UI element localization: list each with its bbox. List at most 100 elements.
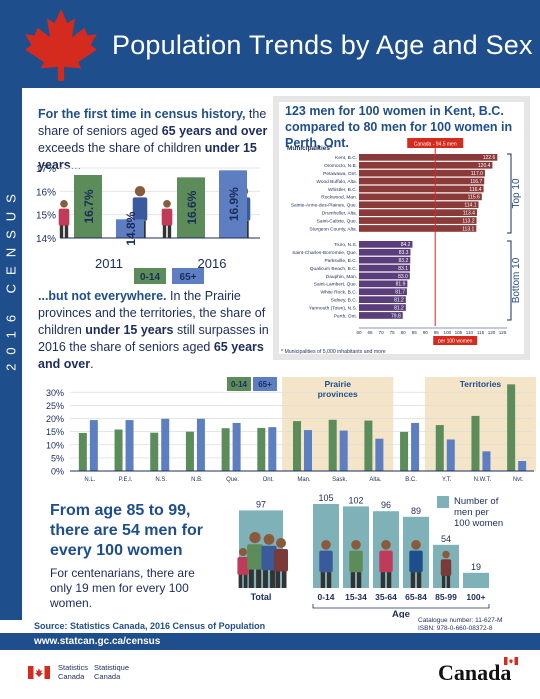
chart3-legend-swatch — [227, 377, 251, 391]
chart3-category-label: N.S. — [155, 477, 167, 483]
chart3-category-label: Man. — [297, 477, 311, 483]
chart3-bar-65+ — [518, 461, 527, 471]
chart2-value-label: 83.0 — [398, 274, 408, 280]
chart2-axis-tick: 85 — [412, 330, 418, 335]
chart2-value-label: 116.4 — [469, 187, 481, 193]
chart1-senior-figure-body — [132, 197, 148, 221]
section1-text-b: exceeds the share of children — [38, 141, 205, 155]
chart3-category-label: P.E.I. — [119, 477, 133, 483]
chart3-bar-65+ — [482, 451, 491, 471]
chart4-figure-body — [349, 550, 363, 573]
chart3-y-tick: 10% — [46, 440, 64, 450]
chart2-axis-tick: 120 — [488, 330, 496, 335]
chart3-category-label: Sask. — [332, 477, 347, 483]
chart1-child-figure-leg-right — [64, 225, 69, 238]
chart1-child-figure-body — [58, 208, 70, 226]
chart3-bar-0-14 — [328, 419, 337, 471]
chart2-bar — [359, 288, 407, 296]
url-bar — [0, 633, 540, 650]
chart2-bar — [359, 272, 410, 280]
chart4-total-figure-2 — [247, 532, 263, 588]
chart1-child-figure-head — [60, 200, 68, 208]
census-link[interactable]: www.statcan.gc.ca/census — [34, 636, 161, 647]
chart2-axis-tick: 105 — [455, 330, 463, 335]
chart4-figure — [379, 540, 393, 588]
chart2-value-label: 81.2 — [394, 305, 404, 311]
men-per-women-title: From age 85 to 99, there are 54 men for … — [50, 502, 203, 559]
chart2-axis-tick: 115 — [477, 330, 485, 335]
chart2-value-label: 113.2 — [462, 218, 474, 224]
chart2-group-bracket — [507, 240, 512, 321]
chart2-bar — [359, 225, 477, 232]
chart3-bar-0-14 — [507, 384, 516, 471]
statcan-fr-1: Statistique — [94, 663, 130, 672]
chart4-figure-head — [442, 550, 450, 559]
chart4-value-label: 19 — [471, 562, 481, 572]
chart3-bar-0-14 — [435, 425, 444, 471]
section2-bold-65: 65 years and over — [38, 340, 264, 371]
section1-text-a: the share of seniors aged — [38, 107, 267, 138]
chart2-value-label: 81.2 — [394, 298, 404, 304]
chart2-category-label: Parksville, B.C. — [324, 258, 357, 264]
chart1-legend-swatch — [172, 268, 204, 284]
chart4-figure-body — [319, 550, 333, 573]
chart4-total-figure-3-body — [261, 545, 277, 571]
chart1-y-tick: 17% — [36, 164, 56, 175]
chart4-legend-swatch — [437, 496, 449, 508]
chart2-value-label: 83.1 — [398, 266, 408, 272]
chart2-value-label: 81.9 — [396, 282, 406, 288]
chart3-highlight-label: Prairie — [324, 379, 351, 389]
chart1-bar-0-14 — [177, 177, 205, 238]
chart3-bar-65+ — [268, 427, 277, 471]
chart1-legend-swatch — [134, 268, 166, 284]
chart3-legend-label: 0-14 — [231, 380, 248, 389]
chart2-category-label: Sturgeon County, Alta. — [309, 226, 357, 232]
chart2-category-label: Dauphin, Man. — [326, 274, 357, 280]
chart4-figure-leg-right — [386, 572, 392, 588]
chart2-category-label: White Rock, B.C. — [320, 290, 357, 296]
chart2-category-label: Whistler, B.C. — [328, 187, 357, 193]
section2-text-c: . — [90, 357, 94, 371]
chart2-value-label: 114.1 — [464, 203, 476, 209]
chart4-total-figure-2-body — [247, 544, 263, 570]
chart2-value-label: 116.7 — [470, 179, 482, 185]
chart2-bar — [359, 296, 406, 303]
chart1-child-figure-leg-right — [167, 225, 172, 238]
chart3-y-tick: 20% — [46, 414, 64, 424]
chart4-bar — [463, 572, 489, 588]
chart3-bar-65+ — [232, 422, 241, 471]
chart1-y-tick: 16% — [36, 187, 56, 198]
chart2-value-label: 84.2 — [401, 242, 411, 248]
chart4-total-figure-4-leg-right — [282, 571, 287, 588]
chart2-axis-tick: 60 — [356, 330, 362, 335]
chart4-total-value: 97 — [256, 499, 266, 509]
chart2-value-label: 113.1 — [462, 226, 474, 232]
chart2-value-label: 122.6 — [483, 155, 496, 161]
chart2-axis-tick: 125 — [499, 330, 507, 335]
chart2-axis-tick: 65 — [367, 330, 373, 335]
chart2-bar — [359, 185, 484, 193]
chart3-category-label: Que. — [226, 477, 239, 483]
canada-wordmark: Canada — [438, 660, 512, 685]
chart1-child-figure-leg-left — [59, 225, 64, 238]
chart2-value-label: 79.8 — [391, 313, 401, 319]
chart2-bar — [359, 217, 477, 224]
chart3-category-label: Alta. — [369, 477, 381, 483]
statcan-en: Statistics Canada — [58, 663, 88, 681]
page-title: Population Trends by Age and Sex — [112, 30, 533, 60]
chart3-category-label: Nvt. — [513, 477, 524, 483]
chart4-total-figure-2-head — [249, 532, 261, 544]
chart2-category-label: Kent, B.C. — [335, 155, 357, 161]
age-share-chart: 14% 15% 16% 17% 16.7% 14.8%2011 16.6% 16.9% 2016… — [36, 164, 260, 284]
chart4-figure-head — [351, 540, 361, 550]
chart4-figure-head — [411, 540, 421, 550]
chart2-value-label: 83.2 — [399, 258, 409, 264]
sidebar-census-label: 2016 CENSUS — [3, 185, 19, 371]
sidebar-band: 2016 CENSUS — [0, 88, 22, 620]
chart3-bar-0-14 — [185, 431, 194, 471]
chart4-total-figure-3-leg-left — [263, 570, 268, 588]
section2-text-a: In the Prairie provinces and the territo… — [38, 289, 266, 337]
chart3-highlight-label: provinces — [318, 389, 358, 399]
chart1-bar-0-14 — [74, 175, 102, 238]
chart2-value-label: 113.4 — [463, 211, 475, 217]
